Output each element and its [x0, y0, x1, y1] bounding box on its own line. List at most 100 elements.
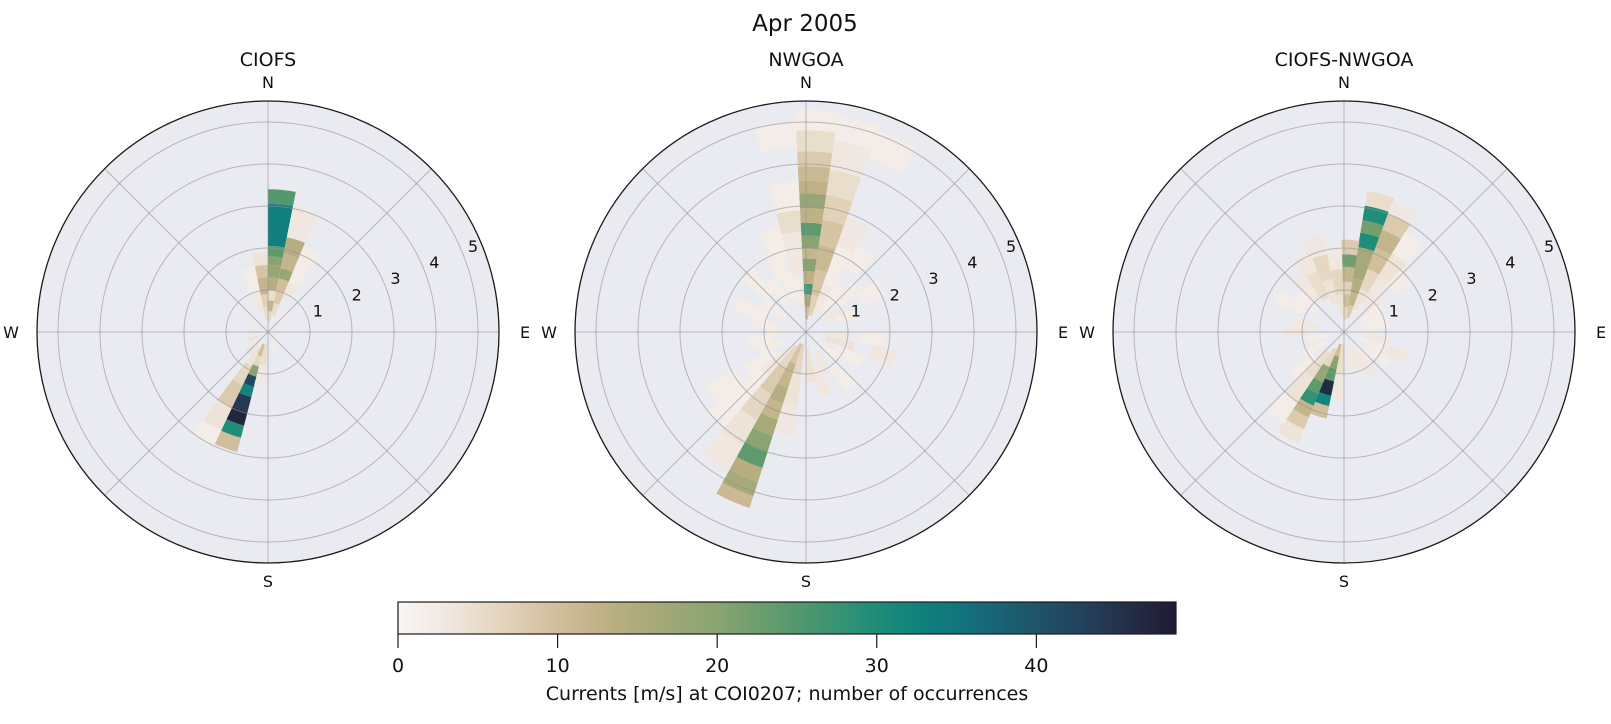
rose-cell: [282, 281, 299, 301]
rose-cell: [802, 258, 817, 272]
rose-cell: [769, 383, 789, 404]
colorbar-bar: [397, 601, 1177, 635]
rose-cell: [267, 189, 296, 207]
colorbar-tick-label: 40: [1024, 655, 1048, 677]
grid-spoke: [104, 168, 269, 333]
rose-cell: [1323, 347, 1337, 367]
rose-cell: [1384, 345, 1409, 364]
cardinal-label-e: E: [1596, 323, 1606, 342]
cardinal-label-n: N: [1338, 73, 1350, 92]
rose-cell: [797, 166, 831, 183]
r-tick-label: 2: [1428, 285, 1438, 304]
rose-cell: [1362, 205, 1390, 226]
rose-cell: [856, 279, 886, 305]
rose-cell: [1343, 306, 1349, 320]
polar-subplot-nwgoa: NWGOA 1 2 3 4 5 N S E W: [541, 49, 1068, 591]
rose-cell: [822, 331, 849, 340]
rose-cell: [283, 237, 306, 259]
rose-cell: [267, 300, 275, 312]
grid-spoke: [1180, 168, 1345, 333]
rose-cell: [769, 180, 801, 214]
rose-cell: [275, 324, 285, 330]
r-tick-label: 4: [1505, 253, 1515, 272]
rose-cell: [705, 368, 744, 403]
rose-cell: [765, 276, 791, 307]
cardinal-label-n: N: [800, 73, 812, 92]
rose-cell: [796, 130, 836, 154]
rose-cell: [733, 296, 769, 321]
rose-cell: [757, 337, 788, 356]
rose-cell: [759, 347, 790, 377]
rose-cell: [263, 306, 269, 320]
colorbar-tick-label: 30: [865, 655, 889, 677]
rose-cell: [1325, 248, 1343, 271]
rose-cell: [1305, 270, 1329, 301]
rose-cell: [793, 344, 805, 374]
polar-subplot-ciofs: CIOFS 1 2 3 4 5 N S E W: [3, 49, 530, 591]
rose-cell: [776, 210, 802, 235]
grid-spoke: [1180, 331, 1345, 496]
rose-cell: [1305, 349, 1331, 378]
cardinal-label-w: W: [1079, 323, 1095, 342]
rose-cell: [812, 363, 832, 398]
rose-cell: [1277, 419, 1305, 443]
rose-cell: [1352, 288, 1369, 311]
rose-cell: [753, 412, 778, 436]
rose-cell: [1376, 253, 1407, 286]
polar-grid: [575, 101, 1037, 563]
rose-cell: [1274, 290, 1306, 315]
rose-cell: [1334, 343, 1342, 357]
rose-cell: [1293, 317, 1320, 330]
rose-cell: [254, 364, 267, 387]
polar-spine: [1112, 100, 1576, 564]
rose-cell: [192, 419, 222, 446]
rose-cell: [818, 219, 845, 249]
rose-cell: [254, 264, 269, 279]
grid-spoke: [104, 331, 269, 496]
rose-cell: [238, 383, 254, 398]
rose-cell: [1285, 408, 1309, 430]
r-tick-label: 3: [390, 269, 400, 288]
r-tick-label: 4: [967, 253, 977, 272]
rose-cell: [782, 371, 802, 408]
rose-cell: [822, 244, 854, 289]
rose-cell: [1335, 294, 1344, 316]
colorbar-tick-label: 0: [392, 655, 404, 677]
r-tick-label: 1: [851, 301, 861, 320]
r-tick-label: 3: [928, 269, 938, 288]
rose-cell: [260, 294, 269, 308]
rose-cell: [1360, 220, 1384, 238]
rose-cell: [252, 252, 269, 267]
colorbar-tick-label: 10: [545, 655, 569, 677]
rose-cell: [834, 115, 880, 151]
rose-cell: [799, 208, 825, 224]
subplot-title: NWGOA: [768, 49, 843, 71]
grid-spoke: [267, 168, 432, 333]
rose-cell: [276, 278, 289, 294]
rose-cell: [1366, 345, 1393, 367]
rose-cell: [1310, 401, 1330, 419]
rose-cell: [813, 284, 832, 314]
rose-cell: [707, 391, 744, 428]
colorbar-tick-label: 20: [705, 655, 729, 677]
rose-cell: [267, 310, 273, 322]
rose-cell: [800, 222, 822, 237]
rose-cell: [1306, 377, 1324, 395]
rose-cell: [1335, 344, 1344, 374]
rose-cell: [1292, 273, 1321, 303]
rose-cell: [267, 289, 277, 302]
rose-cell: [859, 331, 886, 347]
grid-spoke: [805, 331, 970, 496]
rose-cell: [280, 253, 299, 272]
rose-cell: [202, 399, 232, 431]
colorbar-label: Currents [m/s] at COI0207; number of occ…: [546, 683, 1028, 705]
r-tick-label: 4: [429, 253, 439, 272]
rose-cell: [1345, 344, 1355, 370]
r-tick-label: 2: [890, 285, 900, 304]
rose-cell: [1330, 269, 1344, 296]
rose-cell: [716, 482, 754, 508]
rose-cell: [740, 386, 772, 421]
rose-cell: [278, 268, 293, 282]
r-tick-label: 2: [352, 285, 362, 304]
subplot-title: CIOFS-NWGOA: [1275, 49, 1414, 71]
